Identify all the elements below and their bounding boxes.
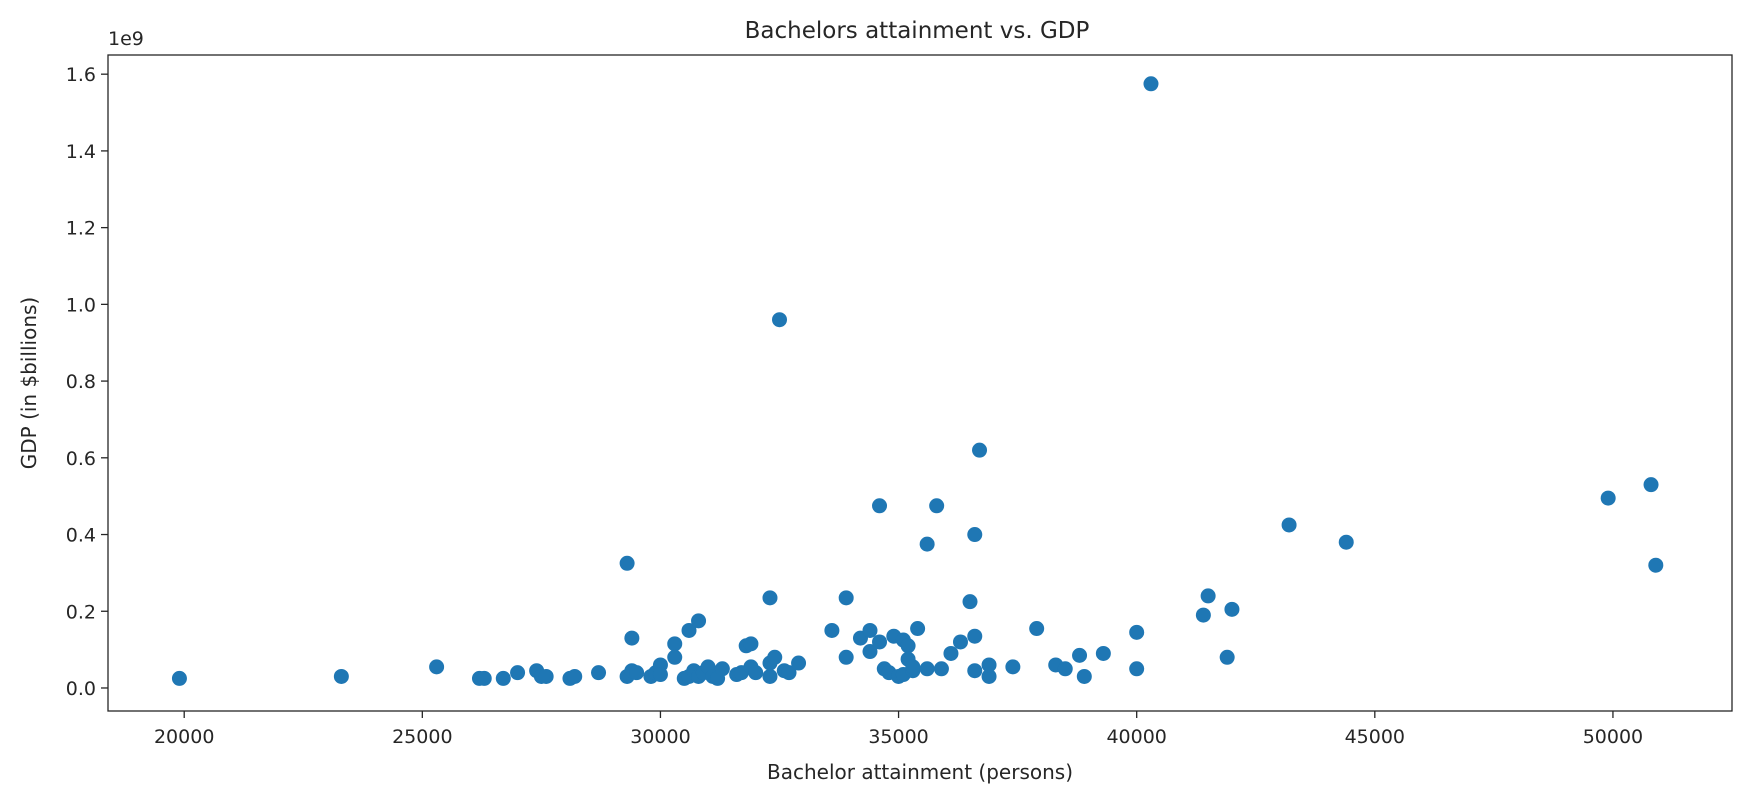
data-point — [624, 630, 640, 646]
data-point — [1095, 645, 1111, 661]
x-tick-label: 40000 — [1106, 726, 1166, 748]
data-point — [824, 622, 840, 638]
x-tick-label: 20000 — [154, 726, 214, 748]
data-point — [762, 590, 778, 606]
y-tick-label: 0.4 — [66, 525, 96, 547]
data-point — [933, 661, 949, 677]
data-point — [910, 621, 926, 637]
x-tick-label: 35000 — [868, 726, 928, 748]
data-point — [862, 622, 878, 638]
data-point — [838, 590, 854, 606]
y-tick-label: 0.2 — [66, 601, 96, 623]
data-point — [1076, 668, 1092, 684]
data-point — [743, 636, 759, 652]
data-point — [862, 644, 878, 660]
y-axis-offset-label: 1e9 — [108, 28, 144, 50]
data-point — [1029, 621, 1045, 637]
y-tick-label: 0.0 — [66, 678, 96, 700]
x-tick-label: 30000 — [630, 726, 690, 748]
data-point — [714, 661, 730, 677]
data-point — [1281, 517, 1297, 533]
data-point — [767, 649, 783, 665]
x-axis-label: Bachelor attainment (persons) — [767, 760, 1073, 784]
y-tick-label: 1.4 — [66, 141, 96, 163]
data-point — [510, 665, 526, 681]
data-point — [967, 628, 983, 644]
data-point — [495, 670, 511, 686]
data-point — [1195, 607, 1211, 623]
data-point — [1072, 647, 1088, 663]
y-tick-label: 1.2 — [66, 218, 96, 240]
data-point — [1338, 534, 1354, 550]
y-tick-label: 1.0 — [66, 294, 96, 316]
x-tick-label: 25000 — [392, 726, 452, 748]
data-point — [1224, 601, 1240, 617]
data-point — [967, 527, 983, 543]
data-point — [748, 665, 764, 681]
y-tick-label: 0.8 — [66, 371, 96, 393]
data-point — [691, 613, 707, 629]
plot-frame — [107, 54, 1733, 712]
data-point — [1143, 76, 1159, 92]
data-point — [943, 645, 959, 661]
data-point — [905, 659, 921, 675]
data-point — [629, 665, 645, 681]
data-point — [762, 668, 778, 684]
data-point — [781, 665, 797, 681]
data-point — [476, 670, 492, 686]
data-point — [1005, 659, 1021, 675]
data-point — [1129, 661, 1145, 677]
y-tick-label: 0.6 — [66, 448, 96, 470]
data-point — [872, 498, 888, 514]
data-point — [900, 638, 916, 654]
data-point — [919, 661, 935, 677]
data-point — [1219, 649, 1235, 665]
data-point — [667, 649, 683, 665]
data-point — [1057, 661, 1073, 677]
chart-title: Bachelors attainment vs. GDP — [745, 18, 1090, 44]
data-point — [667, 636, 683, 652]
y-axis-label: GDP (in $billions) — [17, 297, 41, 470]
data-point — [919, 536, 935, 552]
data-point — [1129, 624, 1145, 640]
data-point — [838, 649, 854, 665]
x-tick-label: 50000 — [1583, 726, 1643, 748]
data-point — [772, 312, 788, 328]
data-point — [171, 670, 187, 686]
data-point — [1600, 490, 1616, 506]
data-point — [967, 663, 983, 679]
x-tick-label: 45000 — [1345, 726, 1405, 748]
data-point — [619, 555, 635, 571]
y-tick-label: 1.6 — [66, 64, 96, 86]
data-point — [1200, 588, 1216, 604]
y-axis-ticks: 0.0 0.2 0.4 0.6 0.8 1.0 1.2 1.4 1.6 — [66, 64, 108, 700]
data-point — [981, 657, 997, 673]
data-point — [872, 634, 888, 650]
data-point — [952, 634, 968, 650]
data-point — [567, 668, 583, 684]
data-point — [652, 667, 668, 683]
x-axis-ticks: 20000 25000 30000 35000 40000 45000 50000 — [154, 711, 1643, 748]
data-point — [538, 668, 554, 684]
data-point — [791, 655, 807, 671]
data-point — [962, 594, 978, 610]
data-point — [972, 442, 988, 458]
data-points — [171, 76, 1664, 686]
data-point — [1643, 477, 1659, 493]
data-point — [591, 665, 607, 681]
data-point — [333, 668, 349, 684]
data-point — [929, 498, 945, 514]
data-point — [1648, 557, 1664, 573]
data-point — [681, 622, 697, 638]
data-point — [981, 668, 997, 684]
data-point — [429, 659, 445, 675]
